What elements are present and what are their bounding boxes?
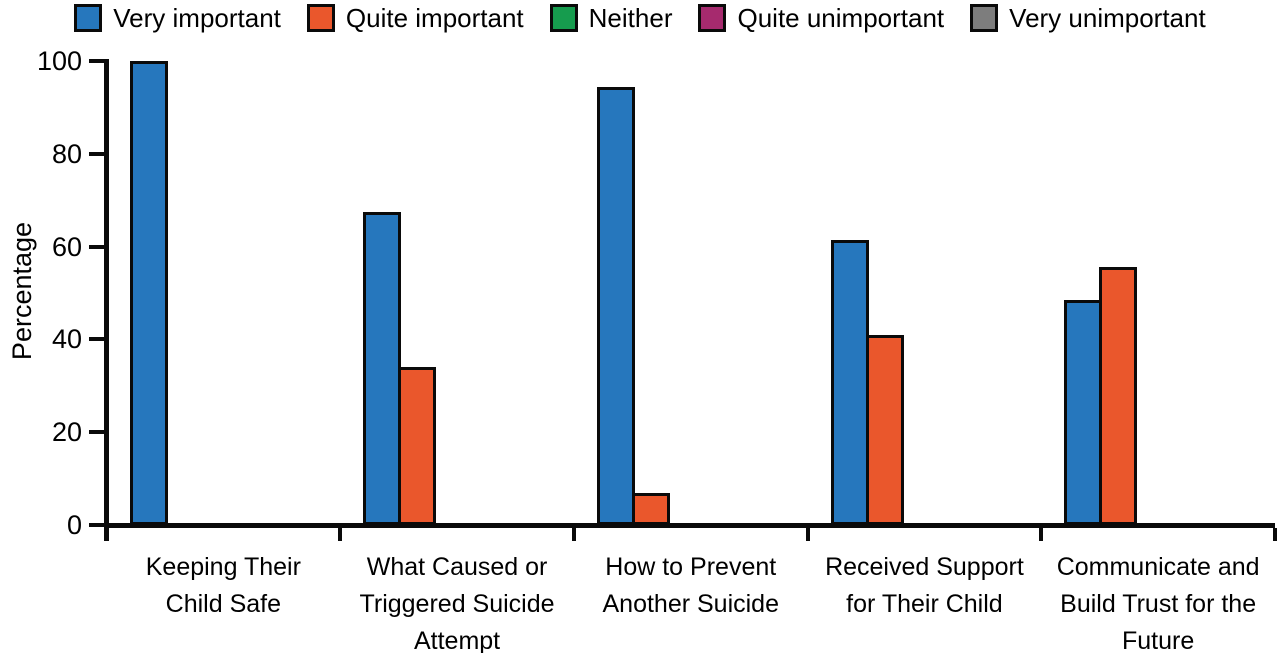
y-tick-label: 80	[51, 138, 82, 169]
x-tick	[104, 528, 109, 541]
y-tick-label: 100	[36, 46, 82, 76]
y-tick	[89, 59, 104, 63]
y-tick-label: 40	[51, 324, 82, 355]
legend-swatch	[970, 4, 999, 32]
category-label: Received Support for Their Child	[825, 553, 1024, 618]
chart-legend: Very important Quite important Neither Quit…	[0, 1, 1280, 35]
x-tick	[571, 528, 576, 541]
x-tick	[1039, 528, 1044, 541]
legend-label: Quite unimportant	[737, 3, 945, 33]
legend-swatch	[306, 4, 335, 32]
y-tick	[89, 430, 104, 435]
bar	[1064, 299, 1103, 525]
y-axis-title: Percentage	[7, 221, 37, 361]
legend-label: Neither	[588, 3, 673, 33]
x-tick	[338, 528, 343, 541]
legend-item: Quite important	[306, 3, 524, 33]
legend-item: Very unimportant	[970, 3, 1206, 33]
category-label: Keeping Their Child Safe	[145, 553, 301, 618]
y-tick	[89, 523, 104, 527]
category-label: What Caused or Triggered Suicide Attempt	[359, 553, 555, 653]
x-axis-line	[104, 523, 1275, 528]
category-label: How to Prevent Another Suicide	[602, 553, 779, 618]
y-tick-label: 20	[51, 417, 82, 448]
legend-item: Very important	[74, 3, 281, 33]
bar	[830, 239, 869, 525]
y-tick	[89, 151, 104, 156]
legend-item: Neither	[549, 3, 673, 33]
bar	[631, 492, 670, 525]
bar	[596, 86, 635, 525]
bar	[398, 367, 437, 525]
bar	[865, 334, 904, 525]
x-tick	[805, 528, 810, 541]
legend-label: Very unimportant	[1009, 3, 1206, 33]
y-axis-line	[104, 59, 109, 541]
x-tick	[1273, 528, 1277, 541]
y-tick-label: 0	[66, 510, 82, 540]
y-tick-label: 60	[51, 231, 82, 262]
legend-swatch	[549, 4, 578, 32]
y-tick	[89, 337, 104, 342]
legend-item: Quite unimportant	[698, 3, 944, 33]
category-label: Communicate and Build Trust for the Futu…	[1056, 553, 1260, 653]
legend-label: Quite important	[345, 3, 524, 33]
bar	[363, 211, 402, 525]
legend-label: Very important	[113, 3, 281, 33]
y-tick	[89, 244, 104, 249]
bar	[129, 61, 168, 525]
legend-swatch	[698, 4, 727, 32]
legend-swatch	[74, 4, 103, 32]
bar	[1099, 267, 1138, 525]
